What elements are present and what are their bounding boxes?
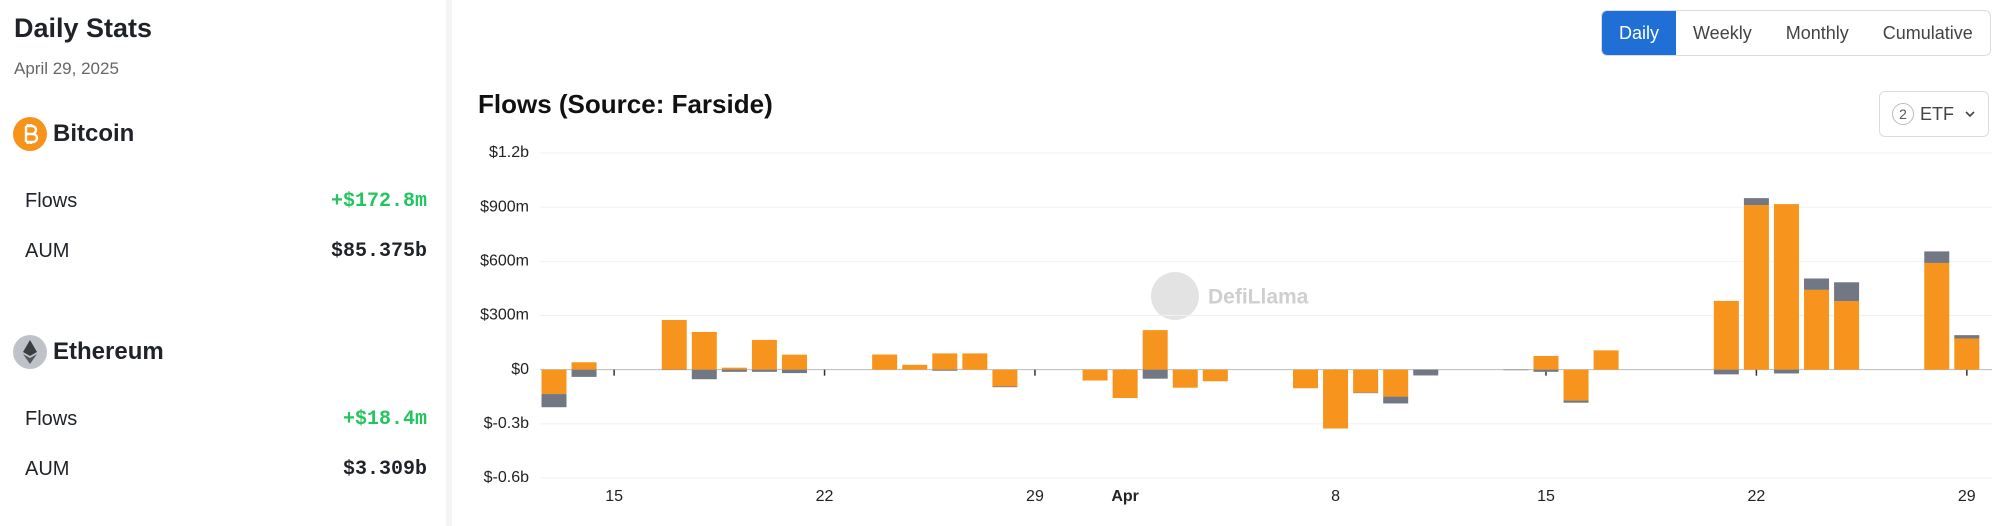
y-tick-label: $1.2b xyxy=(489,144,529,161)
bar xyxy=(1353,392,1379,394)
bar xyxy=(872,354,898,370)
row-label: AUM xyxy=(25,240,70,262)
sidebar xyxy=(0,0,452,526)
bar xyxy=(1142,330,1168,370)
watermark-logo xyxy=(1151,272,1199,320)
bar xyxy=(1743,198,1769,205)
bar xyxy=(1773,369,1799,374)
bar xyxy=(1172,369,1198,388)
bar xyxy=(1563,400,1589,403)
bar xyxy=(1834,301,1860,370)
watermark: DefiLlama xyxy=(1208,286,1309,309)
bar xyxy=(1533,369,1559,372)
bar xyxy=(541,369,567,395)
bar xyxy=(1323,369,1349,429)
bar xyxy=(932,369,958,371)
tab[interactable]: Cumulative xyxy=(1882,23,1973,43)
bar xyxy=(1383,396,1409,404)
dropdown-label: ETF xyxy=(1920,104,1954,124)
y-tick-label: $600m xyxy=(480,253,529,270)
y-tick-label: $-0.6b xyxy=(484,469,529,486)
bar xyxy=(1533,355,1559,370)
bitcoin-icon xyxy=(13,117,47,151)
y-tick-label: $-0.3b xyxy=(484,415,529,432)
chevron xyxy=(1965,111,1975,118)
bar xyxy=(1924,251,1950,263)
row-value: $3.309b xyxy=(342,458,427,481)
bar xyxy=(691,331,717,370)
etf-dropdown[interactable]: 2 ETF xyxy=(1879,91,1989,137)
bar xyxy=(1954,335,1980,339)
tab[interactable]: Monthly xyxy=(1785,23,1849,43)
sidebar-title: Daily Stats xyxy=(14,13,153,43)
x-tick-label: 15 xyxy=(605,488,623,505)
bar xyxy=(992,369,1018,387)
date: April 29, 2025 xyxy=(14,59,119,78)
asset-name: Bitcoin xyxy=(53,120,135,147)
y-tick-label: $0 xyxy=(511,361,529,378)
asset-name: Ethereum xyxy=(53,338,164,365)
bar xyxy=(1383,369,1409,397)
row-label: AUM xyxy=(25,458,70,480)
bar xyxy=(721,367,747,370)
x-tick-label: 15 xyxy=(1537,488,1555,505)
bar xyxy=(1293,369,1318,389)
bar xyxy=(751,339,777,370)
bar xyxy=(1413,369,1439,376)
bar xyxy=(1743,205,1769,370)
bar xyxy=(571,369,597,377)
x-tick-label: 29 xyxy=(1958,488,1976,505)
x-tick-label: 8 xyxy=(1331,488,1340,505)
bar xyxy=(541,394,567,408)
bar xyxy=(1804,278,1830,290)
bar xyxy=(781,369,807,374)
x-tick-label: 29 xyxy=(1026,488,1044,505)
bar xyxy=(1082,369,1108,381)
x-tick-label: Apr xyxy=(1111,488,1139,505)
bar xyxy=(781,354,807,370)
bar xyxy=(661,320,687,370)
bar xyxy=(1202,369,1228,382)
tab[interactable]: Daily xyxy=(1602,11,1677,55)
bar xyxy=(1713,369,1739,375)
bar xyxy=(1713,300,1739,370)
bar xyxy=(1804,289,1830,370)
bar xyxy=(1954,338,1980,370)
bar xyxy=(691,369,717,380)
bar xyxy=(932,353,958,370)
bar xyxy=(1563,369,1589,401)
row-value: +$172.8m xyxy=(330,190,427,213)
ethereum-icon xyxy=(13,335,47,369)
y-tick-label: $300m xyxy=(480,307,529,324)
x-tick-label: 22 xyxy=(1748,488,1766,505)
chart-title: Flows (Source: Farside) xyxy=(478,89,773,119)
bar xyxy=(992,386,1018,388)
bar xyxy=(1112,369,1138,399)
row-value: $85.375b xyxy=(330,240,427,263)
y-tick-label: $900m xyxy=(480,198,529,215)
bar xyxy=(1773,204,1799,370)
bar xyxy=(902,364,928,370)
bar xyxy=(721,369,747,372)
bar xyxy=(1503,369,1529,371)
row-value: +$18.4m xyxy=(342,408,427,431)
x-tick-label: 22 xyxy=(816,488,834,505)
bar xyxy=(1593,350,1619,370)
bar xyxy=(1924,262,1950,370)
bar xyxy=(962,353,988,370)
count-badge: 2 xyxy=(1892,103,1914,125)
tab[interactable]: Weekly xyxy=(1693,23,1752,43)
bar xyxy=(571,362,597,370)
bar xyxy=(1834,282,1860,302)
row-label: Flows xyxy=(25,408,78,430)
tab-group: Daily Weekly Monthly Cumulative xyxy=(1601,10,1991,56)
bar xyxy=(1142,369,1168,379)
bar xyxy=(1353,369,1379,393)
row-label: Flows xyxy=(25,190,78,212)
bar xyxy=(751,369,777,372)
